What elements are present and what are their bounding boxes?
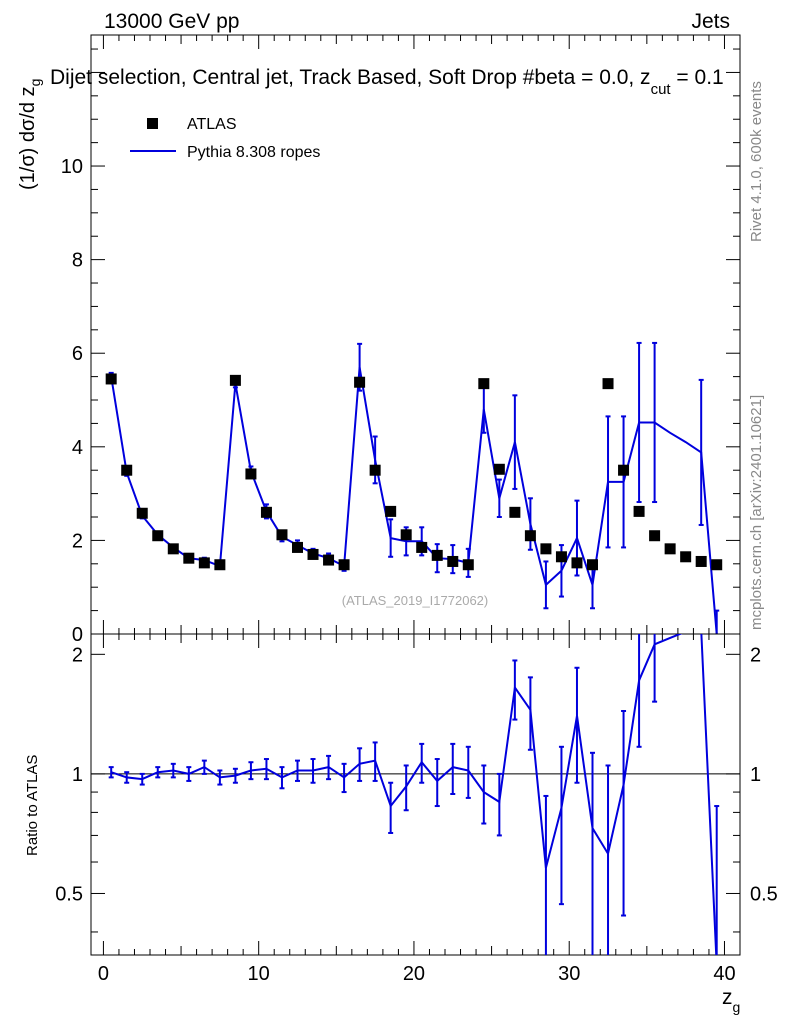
legend-atlas-label: ATLAS	[187, 116, 237, 133]
atlas-data-point	[571, 557, 583, 569]
legend-atlas-marker	[147, 118, 158, 129]
pythia-series	[108, 341, 720, 634]
ratio-panel: 0 10 20 30 400.5 0.51 12 2	[55, 35, 778, 985]
atlas-data-point	[229, 374, 241, 386]
atlas-data-point	[447, 555, 459, 567]
x-tick-label: 20	[403, 963, 425, 985]
plot-title-subscript: cut	[651, 81, 672, 98]
ratio-y-tick-label: 0.5	[55, 883, 83, 905]
header-right-label: Jets	[691, 10, 730, 33]
atlas-data-point	[587, 559, 598, 571]
atlas-data-point	[338, 559, 350, 571]
atlas-data-point	[462, 559, 474, 571]
atlas-data-point	[369, 464, 381, 476]
x-tick-label: 10	[248, 963, 270, 985]
x-tick-label: 0	[98, 963, 109, 985]
plot-title: Dijet selection, Central jet, Track Base…	[50, 66, 724, 98]
atlas-data-point	[493, 463, 505, 475]
legend-pythia-label: Pythia 8.308 ropes	[187, 144, 320, 161]
atlas-data-point	[524, 530, 536, 542]
atlas-data-point	[555, 551, 567, 563]
x-tick-label: 40	[713, 963, 735, 985]
y-tick-label: 2	[72, 530, 83, 552]
main-y-axis-label: (1/σ) dσ/d zg	[17, 79, 43, 190]
atlas-data-point	[276, 529, 288, 541]
atlas-data-point	[664, 543, 676, 555]
atlas-data-point	[400, 529, 412, 541]
y-tick-label: 4	[72, 437, 83, 459]
atlas-data-point	[509, 506, 521, 518]
atlas-data-point	[540, 543, 552, 555]
atlas-data-point	[152, 530, 164, 542]
pythia-line	[110, 367, 718, 634]
atlas-data-point	[431, 549, 443, 561]
atlas-data-point	[292, 541, 303, 553]
rivet-version-label: Rivet 4.1.0, 600k events	[748, 81, 765, 242]
plot-title-value: = 0.1	[671, 66, 724, 89]
atlas-data-point	[385, 505, 397, 517]
x-axis-label: zg	[722, 986, 740, 1015]
atlas-data-point	[633, 505, 645, 517]
main-y-axis-label-subscript: g	[27, 79, 43, 87]
atlas-data-point	[121, 464, 133, 476]
atlas-data-point	[711, 559, 723, 571]
atlas-data-point	[136, 507, 148, 519]
ratio-y-tick-label-right: 0.5	[750, 883, 778, 905]
y-tick-label: 0	[72, 624, 83, 646]
atlas-data-point	[649, 530, 661, 542]
atlas-data-point	[245, 468, 257, 480]
y-tick-label: 6	[72, 343, 83, 365]
y-tick-label: 8	[72, 250, 83, 272]
ratio-line	[110, 634, 718, 955]
ratio-frame	[90, 633, 741, 956]
ratio-y-axis-label: Ratio to ATLAS	[24, 755, 41, 856]
atlas-data-point	[167, 543, 179, 555]
atlas-data-point	[105, 373, 117, 385]
atlas-data-point	[618, 464, 630, 476]
ratio-y-tick-label: 2	[72, 644, 83, 666]
mcplots-reference-label: mcplots.cern.ch [arXiv:2401.10621]	[748, 395, 765, 630]
atlas-data-point	[260, 506, 272, 518]
main-panel: 0 2 4 6 8 10	[61, 34, 741, 648]
atlas-data-point	[695, 555, 707, 567]
atlas-data-point	[183, 552, 195, 564]
atlas-data-point	[478, 378, 490, 390]
ratio-y-tick-label-right: 1	[750, 764, 761, 786]
analysis-watermark: (ATLAS_2019_I1772062)	[342, 593, 488, 608]
ratio-y-tick-label-right: 2	[750, 644, 761, 666]
header-left-label: 13000 GeV pp	[104, 10, 239, 33]
atlas-data-point	[602, 378, 614, 390]
atlas-data-point	[680, 551, 692, 563]
ratio-y-tick-label: 1	[72, 764, 83, 786]
plot-title-main: Dijet selection, Central jet, Track Base…	[50, 66, 651, 89]
x-tick-label: 30	[558, 963, 580, 985]
atlas-data-point	[354, 376, 366, 388]
main-y-axis-label-text: (1/σ) dσ/d z	[17, 86, 39, 190]
atlas-data-point	[323, 554, 335, 566]
atlas-data-point	[198, 557, 210, 569]
atlas-data-point	[214, 559, 226, 571]
ratio-series	[108, 634, 720, 955]
y-tick-label: 10	[61, 156, 83, 178]
x-axis-label-subscript: g	[733, 999, 741, 1015]
atlas-data-point	[416, 541, 428, 553]
atlas-data-point	[307, 548, 319, 560]
